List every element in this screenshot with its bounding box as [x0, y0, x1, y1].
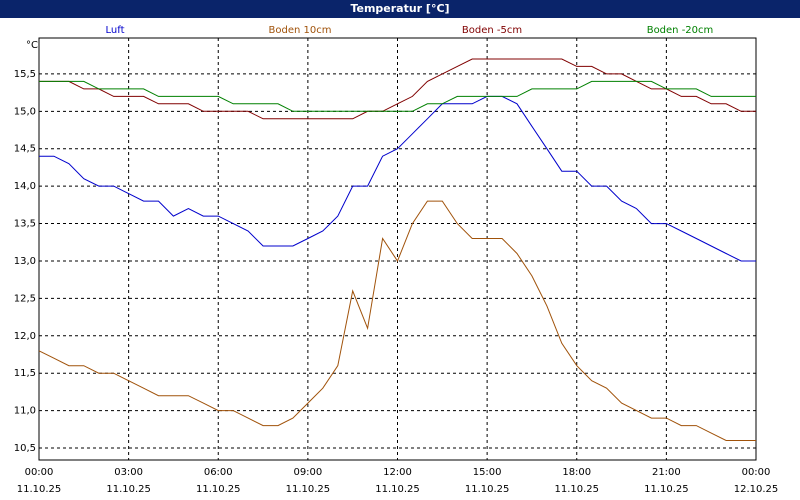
- chart-title: Temperatur [°C]: [0, 0, 800, 18]
- x-tick-label: 09:00 11.10.25: [285, 467, 331, 495]
- y-tick-label: 12,5: [14, 293, 36, 304]
- x-tick-label: 21:00 11.10.25: [644, 467, 689, 495]
- x-tick-label: 06:00 11.10.25: [195, 467, 241, 495]
- x-tick-label: 03:00 11.10.25: [106, 467, 151, 495]
- x-tick-label: 12:00 11.10.25: [375, 467, 420, 495]
- y-tick-label: 14,5: [14, 144, 36, 155]
- y-tick-label: 15,0: [14, 106, 36, 117]
- y-tick-label: 11,5: [14, 368, 36, 379]
- legend-label: Luft: [106, 25, 125, 36]
- series-line: [38, 200, 756, 441]
- x-tick-label: 00:00 11.10.25: [16, 467, 62, 495]
- y-unit: °C: [26, 40, 38, 51]
- y-tick-label: 15,5: [14, 69, 36, 80]
- y-tick-label: 10,5: [14, 443, 36, 454]
- series-line: [39, 80, 756, 112]
- legend-label: Boden -5cm: [462, 25, 522, 36]
- y-tick-label: 11,0: [14, 406, 36, 417]
- x-tick-label: 18:00 11.10.25: [554, 467, 600, 495]
- legend-label: Boden 10cm: [269, 25, 332, 36]
- x-tick-label: 00:00 12.10.25: [733, 467, 779, 495]
- x-tick-label: 15:00 11.10.25: [464, 467, 510, 495]
- y-tick-label: 12,0: [14, 331, 36, 342]
- legend-label: Boden -20cm: [647, 25, 714, 36]
- y-tick-label: 13,5: [14, 219, 36, 230]
- y-tick-label: 14,0: [14, 181, 36, 192]
- y-tick-label: 13,0: [14, 256, 36, 267]
- series-line: [39, 95, 756, 262]
